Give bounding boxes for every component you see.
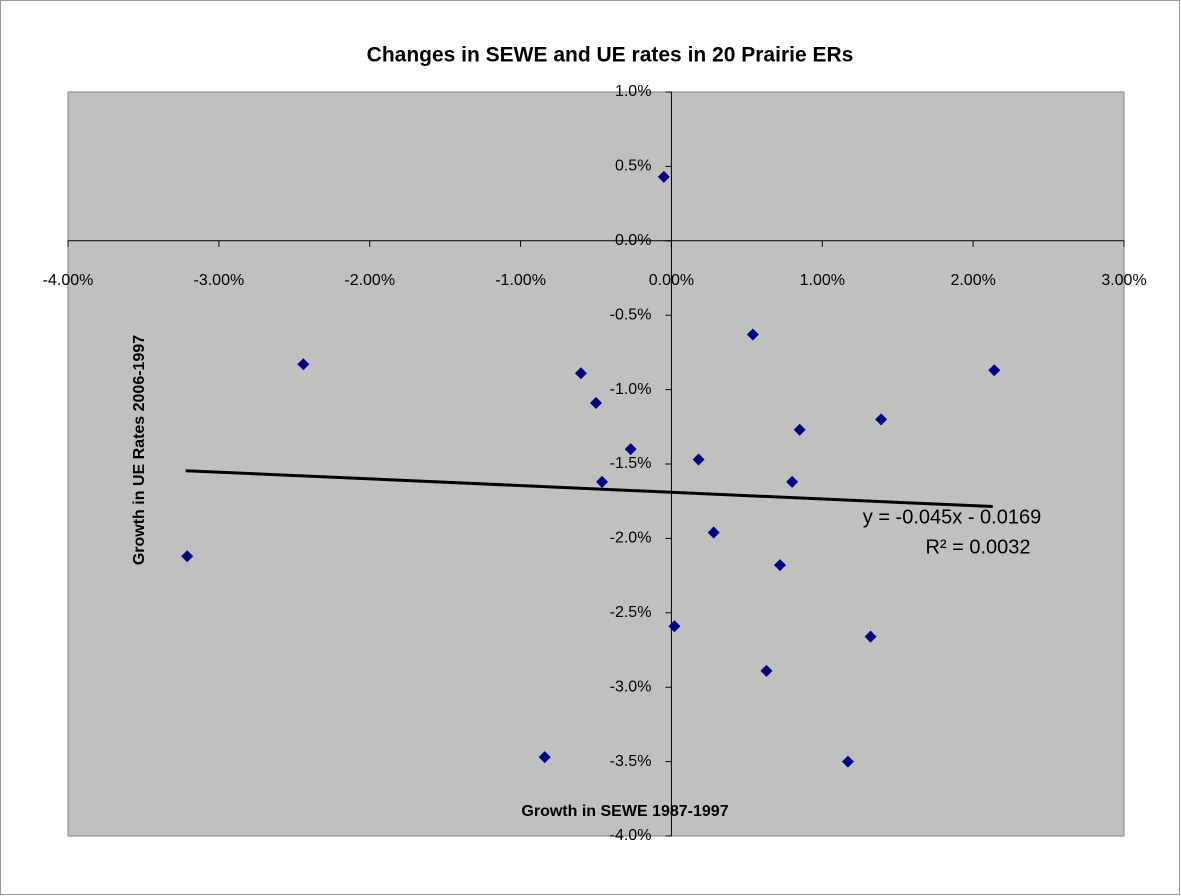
y-tick-label: -0.5% <box>610 306 652 323</box>
annotation: y = -0.045x - 0.0169 <box>863 506 1041 528</box>
data-point <box>624 443 637 456</box>
data-point <box>707 526 720 539</box>
data-point <box>590 396 602 409</box>
data-point <box>574 367 587 380</box>
data-point <box>793 423 806 436</box>
x-tick-label: 1.00% <box>800 272 845 289</box>
y-tick-label: 0.5% <box>615 158 651 175</box>
x-tick-label: 3.00% <box>1101 272 1146 289</box>
data-point <box>297 358 310 371</box>
chart-title: Changes in SEWE and UE rates in 20 Prair… <box>367 44 854 67</box>
data-point <box>841 755 854 768</box>
x-axis-title: Growth in SEWE 1987-1997 <box>521 803 728 820</box>
x-tick-label: -1.00% <box>495 272 546 289</box>
y-tick-label: -1.0% <box>610 381 652 398</box>
data-point <box>692 453 705 466</box>
y-tick-label: -3.5% <box>610 753 652 770</box>
data-point <box>538 751 551 764</box>
plot-area <box>67 91 1125 837</box>
y-tick-label: -2.0% <box>610 530 652 547</box>
data-point <box>786 475 799 488</box>
data-point <box>988 364 1001 377</box>
x-tick-label: -2.00% <box>344 272 395 289</box>
y-axis-title: Growth in UE Rates 2006-1997 <box>131 335 148 565</box>
data-point <box>875 413 888 426</box>
data-point <box>657 170 670 183</box>
data-point <box>181 550 194 563</box>
x-tick-label: -3.00% <box>194 272 245 289</box>
y-tick-label: -3.0% <box>610 678 652 695</box>
x-tick-label: 0.00% <box>649 272 694 289</box>
trendline <box>185 469 993 509</box>
x-tick-label: -4.00% <box>43 272 94 289</box>
data-point <box>864 630 877 643</box>
y-tick-label: 0.0% <box>615 232 651 249</box>
y-tick-label: -1.5% <box>610 455 652 472</box>
data-point <box>596 475 609 488</box>
annotation: R² = 0.0032 <box>925 536 1030 558</box>
data-point <box>774 559 787 572</box>
y-tick-label: 1.0% <box>615 83 651 100</box>
data-point <box>668 620 681 633</box>
data-point <box>760 664 773 677</box>
x-tick-label: 2.00% <box>950 272 995 289</box>
y-tick-label: -4.0% <box>610 827 652 844</box>
y-tick-label: -2.5% <box>610 604 652 621</box>
data-point <box>746 328 759 341</box>
